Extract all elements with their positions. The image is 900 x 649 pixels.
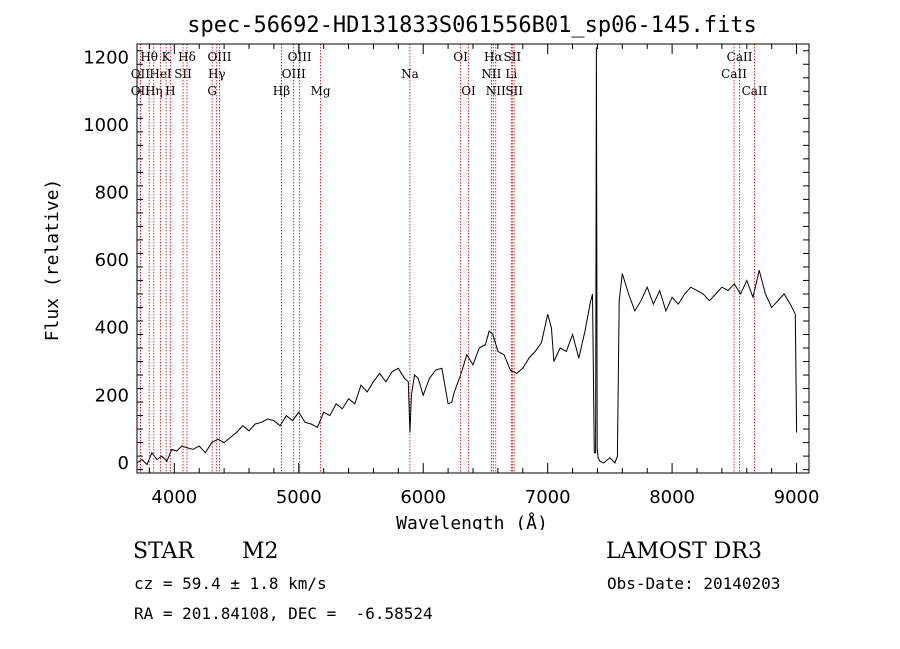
y-tick-label-4: 800 [95, 183, 129, 204]
survey-name: LAMOST DR3 [606, 539, 762, 564]
x-tick-label-5: 9000 [774, 487, 820, 508]
line-label-21: NII [486, 84, 506, 98]
line-label-22: SII [503, 50, 521, 64]
y-tick-label-0: 0 [118, 453, 129, 474]
line-label-19: Hα [484, 50, 503, 64]
line-label-8: Hδ [178, 50, 196, 64]
line-label-26: CaII [721, 67, 747, 81]
line-label-24: SII [505, 84, 523, 98]
line-label-0: Hθ [140, 50, 158, 64]
line-label-10: Hγ [208, 67, 226, 81]
x-tick-label-3: 7000 [525, 487, 571, 508]
observation-date: Obs-Date: 20140203 [607, 574, 781, 593]
chart-title: spec-56692-HD131833S061556B01_sp06-145.f… [187, 13, 757, 38]
line-label-14: Hβ [273, 84, 290, 98]
line-label-27: CaII [742, 84, 768, 98]
line-label-9: OIII [207, 50, 231, 64]
line-label-25: CaII [727, 50, 753, 64]
line-label-23: Li [505, 67, 517, 81]
spectrum-chart: spec-56692-HD131833S061556B01_sp06-145.f… [42, 13, 820, 530]
y-tick-label-3: 600 [95, 250, 129, 271]
x-tick-label-2: 6000 [400, 487, 446, 508]
y-axis-label: Flux (relative) [42, 179, 63, 342]
line-label-11: G [207, 84, 217, 98]
line-label-6: SII [174, 67, 192, 81]
ra-dec-coordinates: RA = 201.84108, DEC = -6.58524 [134, 604, 433, 623]
line-label-17: OI [453, 50, 468, 64]
line-label-3: K [162, 50, 172, 64]
line-label-4: HeI [149, 67, 172, 81]
x-tick-label-0: 4000 [151, 487, 197, 508]
y-tick-label-2: 400 [95, 318, 129, 339]
y-tick-label-6: 1200 [83, 48, 129, 69]
line-label-16: Na [401, 67, 419, 81]
spectrum-series-line [136, 47, 798, 466]
x-tick-label-1: 5000 [276, 487, 322, 508]
object-class: STAR [133, 539, 194, 564]
line-label-7: H [165, 84, 175, 98]
object-subclass: M2 [242, 539, 279, 564]
line-label-15: Mg [311, 84, 331, 98]
y-tick-label-1: 200 [95, 385, 129, 406]
line-label-1: OII [131, 67, 151, 81]
x-tick-label-4: 8000 [649, 487, 695, 508]
spectral-line-markers [139, 44, 755, 473]
line-label-18: OI [461, 84, 476, 98]
y-axis: 0 200 400 600 800 1000 1200 [83, 48, 809, 474]
line-label-5: Hη [145, 84, 163, 98]
line-label-20: NII [481, 67, 501, 81]
x-axis: 4000 5000 6000 7000 8000 9000 [148, 44, 820, 508]
x-axis-label: Wavelength (Å) [396, 512, 548, 530]
line-label-12: OIII [288, 50, 312, 64]
line-label-13: OIII [282, 67, 306, 81]
redshift-velocity: cz = 59.4 ± 1.8 km/s [134, 574, 327, 593]
y-tick-label-5: 1000 [83, 115, 129, 136]
plot-frame [136, 43, 810, 474]
